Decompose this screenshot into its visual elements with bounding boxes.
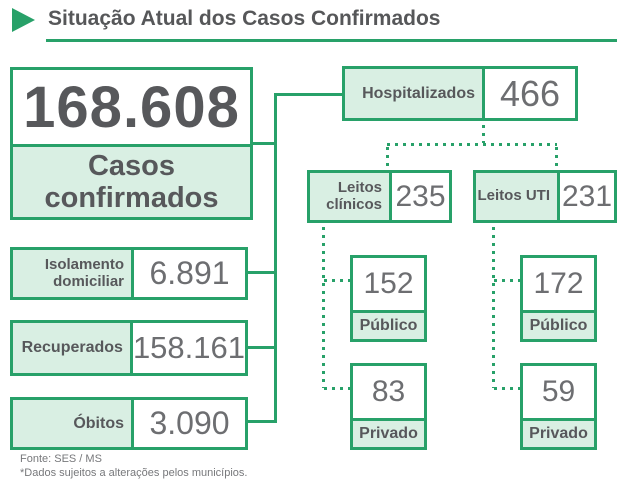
uti-publico-value: 172 bbox=[523, 258, 594, 310]
clinicos-publico-value: 152 bbox=[353, 258, 424, 310]
confirmed-cases-value: 168.608 bbox=[13, 70, 250, 144]
obitos-value: 3.090 bbox=[134, 400, 245, 447]
dotted-connector-clinicos-privado bbox=[324, 387, 350, 390]
confirmed-cases-card: 168.608 Casos confirmados bbox=[10, 67, 253, 220]
recuperados-value: 158.161 bbox=[132, 323, 245, 373]
stat-card-uti-privado: 59 Privado bbox=[520, 363, 597, 450]
stat-card-recuperados: Recuperados 158.161 bbox=[10, 320, 248, 376]
stat-card-clinicos-privado: 83 Privado bbox=[350, 363, 427, 450]
dotted-connector-leitos-uti-stub bbox=[555, 147, 558, 170]
uti-privado-value: 59 bbox=[523, 366, 594, 418]
uti-publico-label: Público bbox=[523, 310, 594, 339]
clinicos-privado-label: Privado bbox=[353, 418, 424, 447]
page-title: Situação Atual dos Casos Confirmados bbox=[48, 7, 441, 30]
dotted-connector-clinicos-drop bbox=[322, 227, 325, 388]
stat-card-clinicos-publico: 152 Público bbox=[350, 255, 427, 342]
leitos-uti-value: 231 bbox=[560, 173, 614, 220]
dotted-connector-beds-crossbar bbox=[387, 143, 557, 146]
stat-card-isolamento: Isolamento domiciliar 6.891 bbox=[10, 247, 248, 300]
leitos-clinicos-value: 235 bbox=[392, 173, 449, 220]
stat-card-obitos: Óbitos 3.090 bbox=[10, 397, 248, 450]
clinicos-privado-value: 83 bbox=[353, 366, 424, 418]
clinicos-publico-label: Público bbox=[353, 310, 424, 339]
connector-recuperados-line bbox=[246, 346, 274, 349]
connector-hospitalizados-line bbox=[277, 93, 342, 96]
dotted-connector-leitos-clinicos-stub bbox=[386, 147, 389, 170]
footer-note: *Dados sujeitos a alterações pelos munic… bbox=[20, 467, 248, 479]
dotted-connector-clinicos-publico bbox=[324, 279, 350, 282]
connector-casos-line bbox=[251, 142, 274, 145]
stat-card-uti-publico: 172 Público bbox=[520, 255, 597, 342]
leitos-uti-label: Leitos UTI bbox=[476, 173, 560, 220]
uti-privado-label: Privado bbox=[523, 418, 594, 447]
connector-isolamento-line bbox=[246, 271, 274, 274]
isolamento-label: Isolamento domiciliar bbox=[13, 250, 134, 297]
stat-card-leitos-clinicos: Leitos clínicos 235 bbox=[307, 170, 452, 223]
hospitalizados-value: 466 bbox=[485, 69, 575, 118]
stat-card-leitos-uti: Leitos UTI 231 bbox=[473, 170, 617, 223]
leitos-clinicos-label: Leitos clínicos bbox=[310, 173, 392, 220]
hospitalizados-label: Hospitalizados bbox=[345, 69, 485, 118]
dotted-connector-uti-drop bbox=[492, 227, 495, 388]
isolamento-value: 6.891 bbox=[134, 250, 245, 297]
title-underline bbox=[46, 39, 617, 42]
obitos-label: Óbitos bbox=[13, 400, 134, 447]
title-arrow-icon bbox=[12, 8, 35, 32]
connector-trunk-line bbox=[274, 93, 277, 423]
recuperados-label: Recuperados bbox=[13, 323, 133, 373]
stat-card-hospitalizados: Hospitalizados 466 bbox=[342, 66, 578, 121]
footer-source: Fonte: SES / MS bbox=[20, 453, 102, 465]
dotted-connector-uti-privado bbox=[494, 387, 520, 390]
dotted-connector-hospitalizados-stub bbox=[482, 125, 485, 143]
confirmed-cases-label: Casos confirmados bbox=[13, 144, 250, 217]
connector-obitos-line bbox=[246, 420, 274, 423]
dotted-connector-uti-publico bbox=[494, 279, 520, 282]
